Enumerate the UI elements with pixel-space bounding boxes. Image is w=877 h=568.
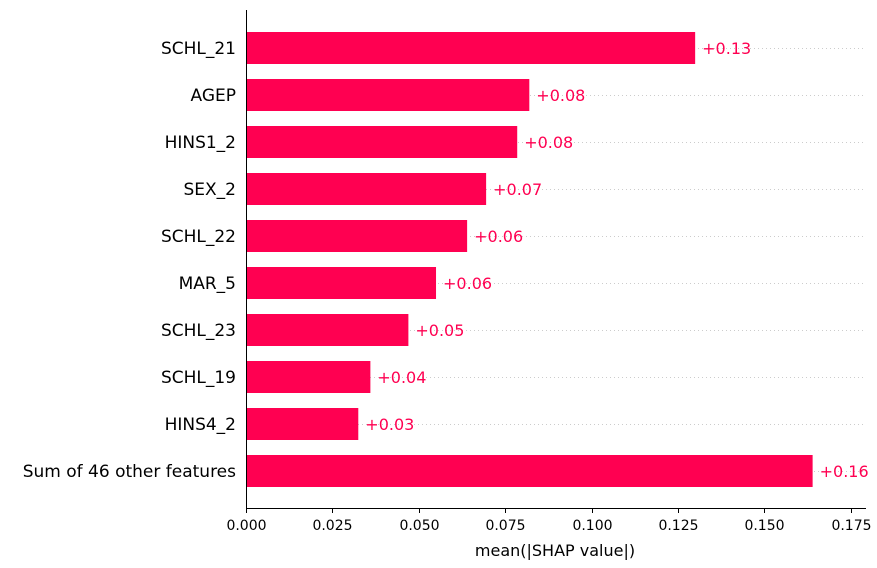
bar [246,32,696,64]
value-label: +0.08 [536,86,585,105]
value-label: +0.08 [524,133,573,152]
value-label: +0.06 [474,227,523,246]
x-tick-label: 0.000 [226,518,266,534]
x-tick-label: 0.125 [658,518,698,534]
bar [246,455,813,487]
bar [246,314,409,346]
category-label: MAR_5 [179,274,236,294]
value-label: +0.06 [443,274,492,293]
bars [246,32,813,487]
bar [246,408,359,440]
value-label: +0.16 [820,462,869,481]
x-tick-label: 0.150 [744,518,784,534]
bar [246,126,518,158]
bar [246,173,487,205]
x-axis-title: mean(|SHAP value|) [475,541,635,560]
value-label: +0.04 [377,368,426,387]
bar [246,361,371,393]
x-tick-label: 0.175 [831,518,871,534]
x-tick-label: 0.025 [312,518,352,534]
value-label: +0.05 [415,321,464,340]
category-label: HINS4_2 [165,415,236,435]
category-label: SCHL_19 [161,368,236,388]
x-ticks: 0.000 0.025 0.050 0.075 0.100 0.125 0.150 0.175 [226,508,872,534]
value-labels: +0.13 +0.08 +0.08 +0.07 +0.06 +0.06 +0.05 +0.04… [365,39,868,481]
category-labels: SCHL_21 AGEP HINS1_2 SEX_2 SCHL_22 MAR_5 SCHL_… [23,39,236,482]
category-label: HINS1_2 [165,133,236,153]
value-label: +0.07 [493,180,542,199]
bar [246,79,530,111]
x-tick-label: 0.075 [485,518,525,534]
value-label: +0.13 [702,39,751,58]
bar [246,267,437,299]
category-label: SCHL_21 [161,39,236,59]
x-tick-label: 0.050 [399,518,439,534]
value-label: +0.03 [365,415,414,434]
category-label: SCHL_22 [161,227,236,247]
category-label: Sum of 46 other features [23,462,236,482]
axes [246,10,866,509]
category-label: AGEP [191,86,237,106]
category-label: SCHL_23 [161,321,236,341]
bar [246,220,468,252]
category-label: SEX_2 [184,180,237,200]
x-tick-label: 0.100 [572,518,612,534]
